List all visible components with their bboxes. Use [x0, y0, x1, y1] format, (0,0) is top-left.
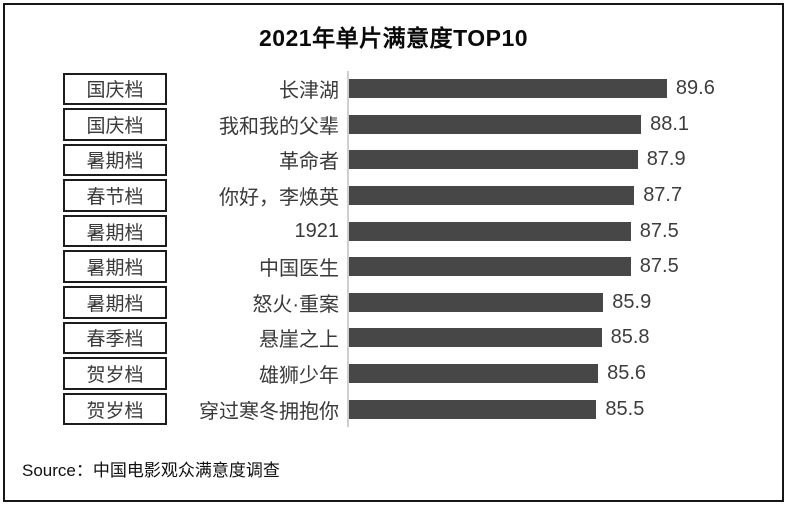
bar: [347, 186, 635, 206]
bar: [347, 114, 642, 134]
tier-cell: 暑期档: [63, 285, 167, 321]
value-label: 85.8: [610, 326, 650, 349]
tier-label: 春节档: [86, 187, 144, 209]
tier-cell: 春季档: [63, 320, 167, 356]
bar: [347, 328, 602, 348]
value-label: 85.9: [612, 290, 652, 313]
chart-row: 暑期档 1921 87.5: [63, 213, 763, 249]
tier-label: 国庆档: [86, 80, 144, 102]
film-label: 穿过寒冬拥抱你: [199, 400, 339, 423]
chart-row: 春节档 你好，李焕英 87.7: [63, 178, 763, 214]
bar: [347, 79, 667, 99]
tier-box: 贺岁档: [63, 357, 167, 390]
bar-cell: 87.9: [347, 142, 763, 178]
tier-box: 春节档: [63, 179, 167, 212]
bar-cell: 87.5: [347, 213, 763, 249]
source-note: Source：中国电影观众满意度调查: [22, 461, 280, 480]
chart-row: 暑期档 革命者 87.9: [63, 142, 763, 178]
tier-cell: 贺岁档: [63, 391, 167, 427]
bar: [347, 292, 604, 312]
tier-label: 暑期档: [86, 293, 144, 315]
tier-box: 暑期档: [63, 250, 167, 284]
chart-row: 春季档 悬崖之上 85.8: [63, 320, 763, 356]
bar-cell: 87.7: [347, 178, 763, 214]
tier-cell: 春节档: [63, 178, 167, 214]
bar: [347, 150, 638, 170]
tier-box: 春季档: [63, 321, 167, 355]
tier-label: 暑期档: [86, 151, 144, 173]
chart-row: 贺岁档 穿过寒冬拥抱你 85.5: [63, 391, 763, 427]
bar-cell: 87.5: [347, 249, 763, 285]
bar-cell: 85.6: [347, 356, 763, 392]
value-label: 87.9: [646, 148, 686, 171]
film-label: 怒火·重案: [252, 293, 339, 316]
tier-cell: 国庆档: [63, 107, 167, 143]
chart-row: 国庆档 我和我的父辈 88.1: [63, 107, 763, 143]
bar: [347, 364, 599, 384]
axis-baseline: [347, 71, 349, 427]
bar-cell: 85.9: [347, 285, 763, 321]
bar: [347, 399, 597, 419]
tier-label: 国庆档: [86, 115, 144, 137]
tier-cell: 暑期档: [63, 142, 167, 178]
chart-row: 国庆档 长津湖 89.6: [63, 71, 763, 107]
value-label: 89.6: [675, 77, 715, 100]
chart-row: 贺岁档 雄狮少年 85.6: [63, 356, 763, 392]
film-label: 你好，李焕英: [219, 187, 339, 210]
tier-cell: 暑期档: [63, 249, 167, 285]
bar-cell: 88.1: [347, 107, 763, 143]
tier-cell: 国庆档: [63, 71, 167, 107]
value-label: 85.5: [605, 397, 645, 420]
tier-label: 贺岁档: [86, 365, 144, 387]
film-label: 雄狮少年: [259, 365, 339, 388]
tier-label: 春季档: [86, 329, 144, 351]
bar-cell: 85.8: [347, 320, 763, 356]
tier-box: 贺岁档: [63, 392, 167, 426]
film-label: 革命者: [279, 151, 339, 174]
bar-cell: 89.6: [347, 71, 763, 107]
film-label: 中国医生: [259, 258, 339, 281]
tier-label: 贺岁档: [86, 400, 144, 422]
value-label: 87.5: [639, 255, 679, 278]
chart-row: 暑期档 怒火·重案 85.9: [63, 285, 763, 321]
tier-cell: 暑期档: [63, 213, 167, 249]
value-label: 85.6: [607, 362, 647, 385]
chart-rows: 国庆档 长津湖 89.6 国庆档 我和我的父辈 88.1 暑期档 革命者 87.…: [63, 71, 763, 427]
tier-box: 国庆档: [63, 108, 167, 141]
value-label: 87.7: [643, 184, 683, 207]
value-label: 88.1: [650, 112, 690, 135]
film-label: 我和我的父辈: [219, 115, 339, 138]
tier-cell: 贺岁档: [63, 356, 167, 392]
tier-box: 国庆档: [63, 72, 167, 106]
tier-box: 暑期档: [63, 143, 167, 177]
bar: [347, 257, 631, 277]
tier-label: 暑期档: [86, 222, 144, 244]
chart-title: 2021年单片满意度TOP10: [258, 25, 529, 51]
bar: [347, 221, 631, 241]
film-label: 悬崖之上: [259, 329, 339, 352]
film-label: 1921: [294, 219, 340, 242]
chart-row: 暑期档 中国医生 87.5: [63, 249, 763, 285]
tier-box: 暑期档: [63, 214, 167, 248]
tier-label: 暑期档: [86, 258, 144, 280]
tier-box: 暑期档: [63, 286, 167, 319]
film-label: 长津湖: [279, 80, 339, 103]
value-label: 87.5: [639, 219, 679, 242]
bar-cell: 85.5: [347, 391, 763, 427]
